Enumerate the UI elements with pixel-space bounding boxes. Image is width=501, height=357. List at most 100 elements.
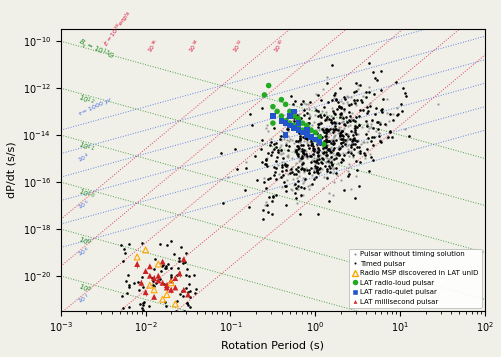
- Point: [322, 149, 330, 155]
- Point: [362, 119, 370, 124]
- Point: [314, 211, 322, 217]
- Point: [306, 129, 314, 134]
- Point: [269, 120, 277, 126]
- Point: [326, 126, 334, 132]
- Point: [295, 130, 303, 136]
- Point: [344, 101, 352, 107]
- Point: [369, 142, 377, 147]
- Point: [360, 150, 368, 156]
- Point: [351, 146, 359, 152]
- Point: [334, 150, 342, 156]
- Point: [371, 111, 379, 117]
- Point: [320, 112, 328, 117]
- Point: [372, 105, 380, 111]
- Point: [324, 138, 332, 144]
- Point: [278, 142, 286, 148]
- Point: [305, 167, 313, 173]
- Point: [338, 156, 346, 162]
- Point: [376, 138, 384, 144]
- Point: [325, 138, 333, 144]
- Point: [338, 156, 346, 162]
- Point: [181, 250, 189, 256]
- Point: [325, 156, 333, 162]
- Point: [295, 111, 303, 117]
- Point: [285, 126, 293, 132]
- Point: [282, 163, 290, 169]
- Point: [318, 149, 326, 155]
- Point: [333, 150, 341, 156]
- Point: [370, 92, 378, 97]
- Point: [311, 147, 319, 153]
- Point: [167, 274, 175, 280]
- Point: [331, 124, 339, 129]
- Point: [183, 266, 191, 272]
- Point: [344, 135, 352, 141]
- Point: [327, 159, 335, 165]
- Point: [269, 147, 277, 152]
- Point: [332, 156, 340, 161]
- Point: [329, 115, 337, 121]
- Point: [312, 92, 320, 97]
- Point: [350, 90, 358, 95]
- Point: [377, 140, 385, 145]
- Point: [349, 117, 357, 123]
- Point: [323, 117, 331, 122]
- Point: [315, 121, 323, 127]
- Point: [306, 182, 314, 188]
- Point: [307, 134, 315, 140]
- Point: [299, 150, 307, 156]
- Point: [360, 139, 368, 145]
- Point: [355, 122, 363, 127]
- Point: [263, 163, 271, 169]
- Point: [294, 186, 302, 192]
- Point: [338, 140, 346, 146]
- Point: [290, 125, 298, 131]
- Point: [332, 120, 340, 126]
- Point: [331, 111, 339, 116]
- Point: [434, 102, 442, 107]
- Point: [356, 82, 364, 88]
- Point: [261, 202, 269, 208]
- Point: [286, 122, 294, 128]
- Point: [342, 150, 350, 156]
- Point: [313, 168, 321, 174]
- Point: [373, 119, 381, 125]
- Point: [321, 144, 329, 150]
- Point: [346, 137, 354, 142]
- Point: [303, 132, 311, 138]
- Point: [330, 120, 338, 125]
- Point: [316, 134, 324, 140]
- Point: [309, 145, 317, 151]
- Point: [300, 107, 308, 112]
- Point: [330, 156, 338, 162]
- Point: [300, 138, 308, 144]
- Point: [312, 138, 320, 144]
- Point: [151, 256, 159, 261]
- Point: [343, 119, 351, 125]
- Point: [277, 174, 285, 180]
- Point: [283, 153, 291, 159]
- Point: [314, 147, 322, 152]
- Point: [335, 104, 343, 109]
- Point: [265, 194, 273, 200]
- Point: [263, 155, 271, 161]
- Point: [294, 153, 302, 159]
- Point: [162, 242, 170, 247]
- Point: [364, 136, 372, 141]
- Point: [329, 147, 337, 153]
- Point: [314, 139, 322, 145]
- Point: [329, 109, 337, 114]
- Point: [270, 164, 278, 170]
- Point: [316, 119, 324, 125]
- Point: [327, 150, 335, 155]
- Point: [389, 111, 397, 117]
- Point: [326, 146, 334, 152]
- Point: [304, 183, 312, 188]
- Point: [167, 266, 175, 271]
- Point: [329, 126, 337, 132]
- Point: [305, 111, 313, 117]
- Point: [159, 262, 167, 268]
- Point: [164, 261, 172, 267]
- Point: [301, 136, 309, 141]
- Point: [301, 175, 309, 181]
